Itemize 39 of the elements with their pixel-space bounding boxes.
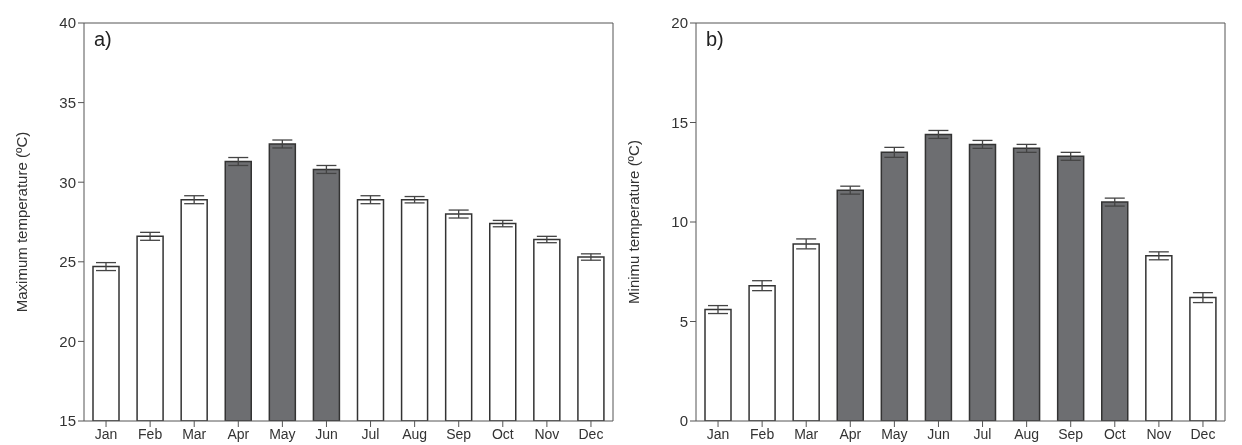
- y-tick-label: 5: [679, 312, 688, 330]
- x-tick-label: May: [881, 425, 908, 442]
- x-tick-label: Oct: [491, 425, 514, 442]
- y-tick-label: 40: [59, 14, 76, 32]
- x-tick-label: Oct: [1103, 425, 1126, 442]
- x-tick-label: Apr: [227, 425, 250, 442]
- x-tick-label: Jul: [361, 425, 380, 442]
- y-tick-label: 25: [59, 253, 76, 271]
- x-tick-label: Dec: [1190, 425, 1216, 442]
- x-tick-label: Sep: [1058, 425, 1084, 442]
- y-tick-label: 20: [671, 14, 688, 32]
- x-tick-label: Nov: [1146, 425, 1172, 442]
- x-tick-label: Mar: [794, 425, 819, 442]
- x-tick-label: Feb: [138, 425, 163, 442]
- chart-title: b): [706, 28, 724, 51]
- x-tick-label: Sep: [446, 425, 472, 442]
- x-tick-label: Jan: [706, 425, 730, 442]
- y-tick-label: 30: [59, 173, 76, 191]
- y-tick-label: 20: [59, 332, 76, 350]
- x-tick-label: Apr: [839, 425, 862, 442]
- y-tick-label: 35: [59, 93, 76, 111]
- x-tick-label: Feb: [750, 425, 775, 442]
- x-tick-label: Nov: [534, 425, 560, 442]
- x-tick-label: Aug: [1014, 425, 1040, 442]
- y-tick-label: 10: [671, 213, 688, 231]
- x-tick-label: Jun: [315, 425, 338, 442]
- y-tick-label: 0: [679, 412, 688, 430]
- y-tick-label: 15: [671, 113, 688, 131]
- x-tick-label: Jan: [94, 425, 118, 442]
- x-tick-label: Mar: [182, 425, 207, 442]
- x-tick-label: Aug: [402, 425, 428, 442]
- y-axis-title: Minimu temperature (ºC): [625, 140, 643, 304]
- chart-title: a): [94, 28, 112, 51]
- x-tick-label: Jun: [927, 425, 950, 442]
- x-tick-label: May: [269, 425, 296, 442]
- y-tick-label: 15: [59, 412, 76, 430]
- x-tick-label: Jul: [973, 425, 992, 442]
- x-tick-label: Dec: [578, 425, 604, 442]
- y-axis-title: Maximum temperature (ºC): [13, 131, 31, 313]
